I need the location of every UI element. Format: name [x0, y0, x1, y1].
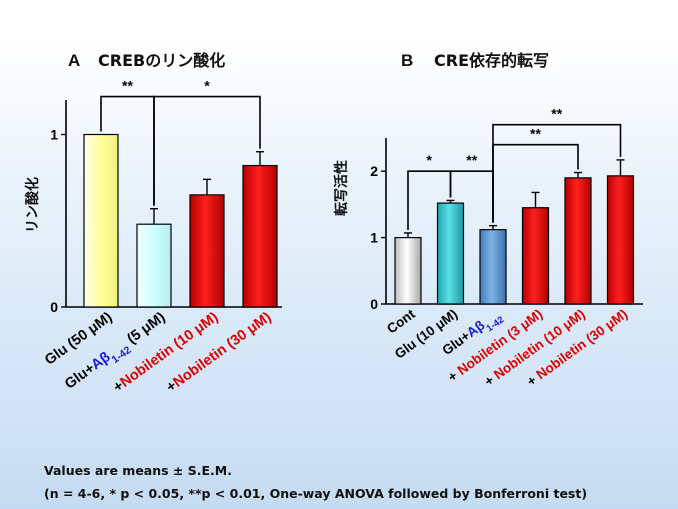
panel-b-bar	[521, 207, 550, 305]
panel-b-bar	[394, 237, 422, 305]
panel-a-bar	[189, 194, 225, 308]
panel-b-ytick-label: 2	[370, 163, 378, 179]
panel-b-significance-bracket	[492, 123, 622, 223]
panel-a-significance-label: **	[122, 78, 133, 94]
footnote-line-1: Values are means ± S.E.M.	[44, 463, 232, 478]
panel-b-bar	[606, 175, 635, 305]
panel-b-bar	[479, 229, 507, 305]
panel-a: A CREBのリン酸化 リン酸化 01** *Glu (50 μM)Glu+Aβ1…	[24, 51, 282, 396]
panel-b-bar	[564, 177, 592, 305]
panel-b-significance-label: **	[530, 126, 541, 142]
panel-a-bar	[136, 223, 172, 308]
panel-b-letter: B	[401, 51, 413, 70]
panel-a-letter: A	[68, 51, 80, 70]
panel-b-ylabel: 転写活性	[333, 160, 350, 216]
panel-b-category-label: Cont	[384, 306, 418, 336]
panel-b-category-label-part: Cont	[384, 306, 418, 336]
panel-a-bar	[83, 133, 119, 308]
panel-a-plot: 01** *Glu (50 μM)Glu+Aβ1-42 (5 μM)+Nobile…	[42, 78, 282, 396]
panel-a-category-label-part: (5 μM)	[121, 309, 168, 350]
panel-b-ytick-label: 0	[370, 296, 378, 312]
panel-a-ytick-label: 0	[50, 299, 58, 315]
panel-b-significance-label: **	[466, 152, 477, 168]
panel-b-title: CRE依存的転写	[434, 51, 549, 70]
panel-a-ytick-label: 1	[50, 127, 58, 143]
panel-a-bar	[242, 164, 278, 308]
footnote-line-2: (n = 4-6, * p < 0.05, **p < 0.01, One-wa…	[44, 486, 588, 501]
panel-b-ytick-label: 1	[370, 230, 378, 246]
panel-a-title: CREBのリン酸化	[98, 51, 225, 70]
panel-a-significance-label: *	[204, 78, 210, 94]
panel-b-significance-label: **	[551, 106, 562, 122]
panel-b-significance-label: *	[427, 152, 433, 168]
panel-a-category-label-part: Nobiletin (30 μM)	[170, 309, 274, 391]
panel-a-significance-bracket	[153, 95, 261, 206]
panel-b-bar	[436, 202, 465, 305]
panel-a-ylabel: リン酸化	[24, 177, 41, 233]
